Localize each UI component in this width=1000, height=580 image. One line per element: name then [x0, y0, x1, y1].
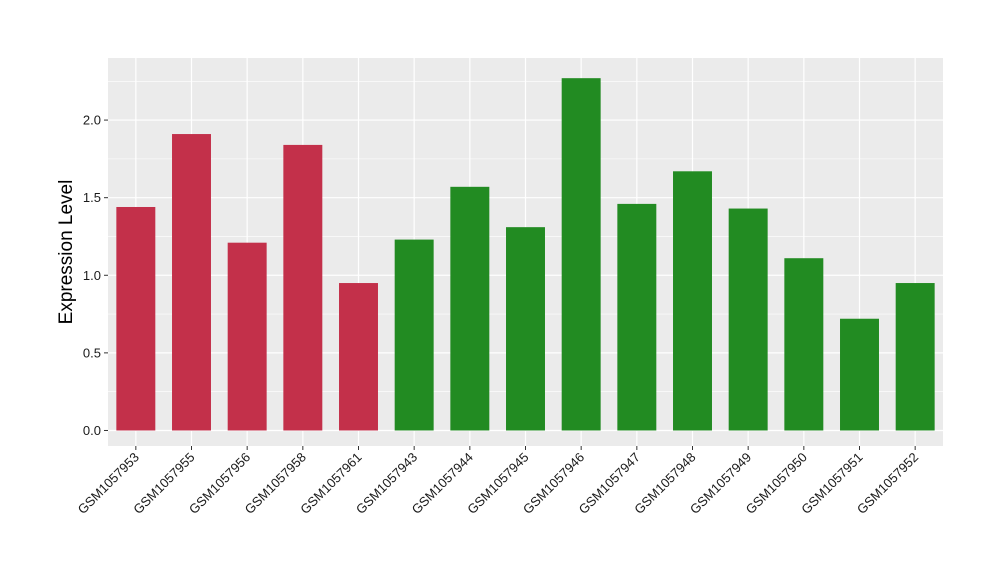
bar — [895, 283, 935, 431]
x-axis: GSM1057953GSM1057955GSM1057956GSM1057958… — [75, 446, 921, 517]
bar — [506, 227, 545, 431]
y-axis: 0.0 0.5 1.0 1.5 2.0 — [83, 113, 108, 438]
bar — [339, 283, 378, 431]
bar — [283, 144, 323, 431]
y-tick-label: 0.0 — [83, 423, 101, 438]
y-tick-label: 1.5 — [83, 190, 101, 205]
bar — [673, 171, 712, 431]
bar — [394, 239, 434, 431]
bar — [561, 78, 601, 431]
bar — [617, 203, 657, 431]
y-axis-title: Expression Level — [56, 180, 77, 325]
bar — [227, 242, 267, 431]
y-tick-label: 1.0 — [83, 268, 101, 283]
bar — [116, 206, 156, 431]
bar — [784, 258, 824, 431]
bar — [840, 318, 879, 431]
y-tick-label: 2.0 — [83, 113, 101, 128]
bar — [450, 186, 490, 431]
y-tick-label: 0.5 — [83, 345, 101, 360]
bar — [728, 208, 768, 431]
bar — [172, 134, 211, 431]
bars — [116, 78, 935, 431]
